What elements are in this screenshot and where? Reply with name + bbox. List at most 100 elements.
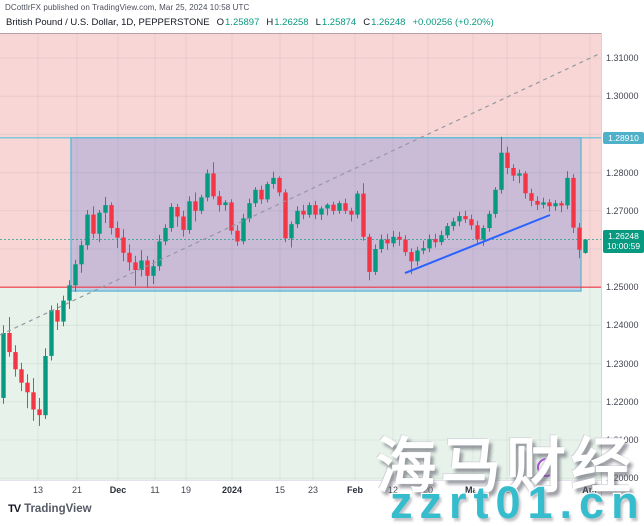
candle (337, 203, 342, 211)
time-axis-label: 20 (422, 485, 433, 495)
candle (433, 239, 438, 243)
candle (229, 202, 234, 231)
candle (301, 210, 306, 215)
ohlc-open: O 1.25897 (216, 17, 260, 28)
time-axis-label: 11 (150, 485, 160, 495)
candle (43, 356, 48, 416)
candle (49, 310, 54, 356)
tradingview-logo-text: TradingView (24, 503, 92, 515)
candle (271, 177, 276, 184)
candle (247, 203, 252, 219)
candle (31, 392, 36, 410)
candle (469, 219, 474, 226)
time-axis-label: 2024 (221, 485, 243, 495)
time-axis-label: 23 (307, 485, 318, 495)
candle (439, 235, 444, 243)
candle (553, 203, 558, 207)
candle (445, 226, 450, 236)
candle (511, 168, 516, 176)
candle (211, 173, 216, 197)
candle (97, 212, 102, 234)
candle (163, 228, 168, 242)
candle (385, 239, 390, 244)
candle (103, 205, 108, 213)
symbol-legend: British Pound / U.S. Dollar, 1D, PEPPERS… (6, 15, 494, 30)
candle (535, 200, 540, 205)
candle (145, 260, 150, 276)
last-price-label: 1.26248 10:00:59 (603, 229, 644, 253)
candle (415, 250, 420, 262)
ohlc-low: L 1.25874 (315, 17, 357, 28)
symbol-title[interactable]: British Pound / U.S. Dollar, 1D, PEPPERS… (6, 17, 210, 28)
price-axis-label: 1.21000 (606, 435, 639, 445)
candle (403, 239, 408, 253)
candle (13, 352, 18, 370)
candle (187, 201, 192, 230)
time-axis-label: Apr (582, 485, 598, 495)
candlestick-chart[interactable] (0, 0, 602, 480)
time-axis[interactable]: 13 21 Dec 11 19 2024 15 23 Feb 12 20 Mar 11 19 Apr (0, 480, 601, 500)
candle (463, 216, 468, 220)
candle (451, 221, 456, 227)
time-axis-label: 12 (387, 485, 398, 495)
candle (235, 230, 240, 242)
candle (199, 197, 204, 211)
candle (427, 239, 432, 249)
time-axis-label: 15 (274, 485, 285, 495)
candle (397, 236, 402, 240)
candle (85, 214, 90, 246)
candle (265, 184, 270, 200)
candle (421, 248, 426, 251)
candle (529, 193, 534, 201)
candle (475, 225, 480, 240)
candle (127, 252, 132, 263)
time-axis-label: Feb (346, 485, 363, 495)
time-axis-label: 13 (32, 485, 43, 495)
candle (193, 201, 198, 211)
candle (343, 203, 348, 211)
candle (91, 214, 96, 234)
price-axis-label: 1.22000 (606, 396, 639, 407)
tradingview-logo-icon: TV (8, 503, 21, 515)
candle (577, 227, 582, 250)
price-axis[interactable]: 1.31000 1.30000 1.28000 1.27000 1.25000 1.240… (601, 33, 644, 500)
price-axis-label: 1.28000 (606, 167, 639, 178)
candle (205, 173, 210, 198)
candle (25, 382, 30, 393)
time-axis-label: 19 (534, 485, 545, 495)
time-axis-label: 19 (180, 485, 191, 495)
candle (79, 245, 84, 265)
candle (181, 216, 186, 230)
candle (19, 369, 24, 383)
price-axis-label: 1.23000 (606, 358, 639, 369)
price-axis-label: 1.20000 (606, 473, 639, 484)
candle (307, 205, 312, 215)
candle (583, 239, 588, 253)
candle (67, 285, 72, 301)
candle (547, 202, 552, 207)
time-axis-label: Mar (464, 485, 481, 495)
candle (151, 266, 156, 276)
candle (559, 203, 564, 206)
blue-support (404, 214, 551, 275)
candle (253, 189, 258, 204)
candle (499, 152, 504, 190)
change-value: +0.00256 (+0.20%) (412, 17, 494, 28)
candle (73, 264, 78, 286)
candle (175, 207, 180, 217)
candle (331, 204, 336, 211)
price-axis-label: 1.30000 (606, 91, 639, 102)
price-axis-label: 1.25000 (606, 282, 639, 293)
candle (133, 262, 138, 270)
candle (361, 193, 366, 237)
tradingview-footer[interactable]: TV TradingView (8, 503, 92, 515)
candle (523, 173, 528, 194)
candle (157, 241, 162, 267)
candle (517, 173, 522, 176)
candle (241, 218, 246, 242)
buy-zone (0, 287, 601, 480)
candle (223, 202, 228, 206)
price-axis-label: 1.24000 (606, 320, 639, 331)
candle (493, 189, 498, 214)
